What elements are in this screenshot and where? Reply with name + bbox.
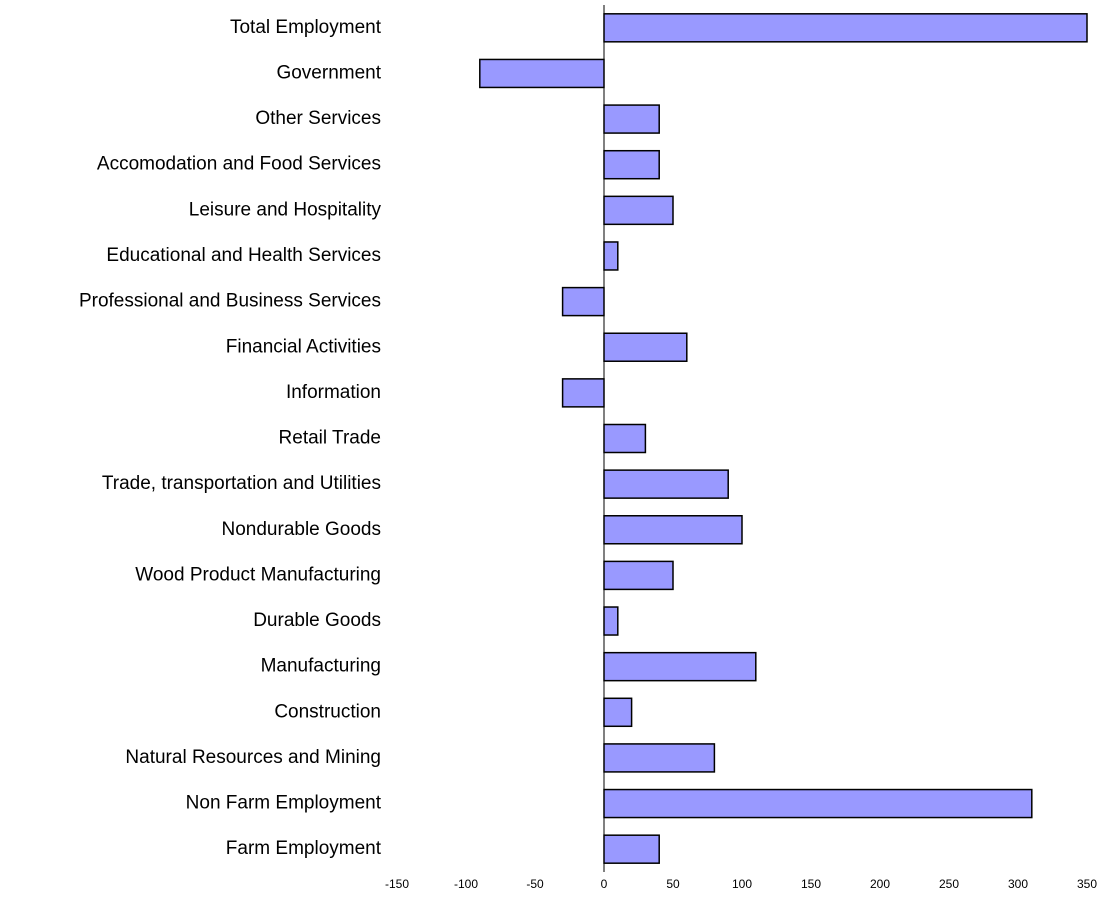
- y-tick-label: Natural Resources and Mining: [125, 747, 381, 768]
- bar: [603, 697, 633, 728]
- y-tick-label: Retail Trade: [279, 428, 381, 449]
- y-tick-label: Durable Goods: [253, 610, 381, 631]
- y-tick-label: Wood Product Manufacturing: [135, 564, 381, 585]
- x-tick-label: 150: [801, 877, 821, 891]
- y-tick-label: Leisure and Hospitality: [189, 199, 382, 220]
- y-tick-label: Educational and Health Services: [106, 245, 381, 266]
- x-tick-label: 350: [1077, 877, 1097, 891]
- y-tick-label: Farm Employment: [226, 838, 382, 859]
- x-tick-label: -150: [385, 877, 409, 891]
- x-tick-label: 100: [732, 877, 752, 891]
- bar: [603, 149, 660, 180]
- x-tick-label: 0: [601, 877, 608, 891]
- y-tick-label: Total Employment: [230, 17, 382, 38]
- y-tick-label: Professional and Business Services: [79, 291, 381, 312]
- y-tick-label: Other Services: [255, 108, 381, 129]
- bar: [561, 286, 605, 317]
- bar: [603, 423, 647, 454]
- bar: [603, 104, 660, 134]
- bar: [479, 58, 605, 89]
- bar: [603, 788, 1033, 819]
- bar: [603, 241, 619, 271]
- y-tick-label: Information: [286, 382, 381, 403]
- y-tick-label: Manufacturing: [261, 656, 381, 677]
- bar: [603, 743, 716, 773]
- y-tick-label: Financial Activities: [226, 336, 381, 357]
- y-tick-label: Accomodation and Food Services: [97, 154, 381, 175]
- y-tick-label: Nondurable Goods: [222, 519, 382, 540]
- bar: [603, 195, 674, 226]
- y-tick-label: Construction: [274, 701, 381, 722]
- x-tick-label: 50: [666, 877, 680, 891]
- y-tick-label: Government: [276, 62, 381, 83]
- bar: [603, 834, 660, 864]
- x-tick-label: 300: [1008, 877, 1028, 891]
- bar: [603, 606, 619, 636]
- x-tick-label: 200: [870, 877, 890, 891]
- bar: [603, 560, 674, 591]
- bar: [603, 13, 1088, 43]
- x-tick-label: 250: [939, 877, 959, 891]
- bar: [603, 651, 757, 682]
- bar: [603, 469, 729, 499]
- y-tick-label: Non Farm Employment: [186, 793, 382, 814]
- x-tick-label: -100: [454, 877, 478, 891]
- x-tick-label: -50: [526, 877, 544, 891]
- bar: [603, 332, 688, 362]
- bar: [561, 378, 605, 408]
- y-tick-label: Trade, transportation and Utilities: [102, 473, 381, 494]
- bar: [603, 515, 743, 545]
